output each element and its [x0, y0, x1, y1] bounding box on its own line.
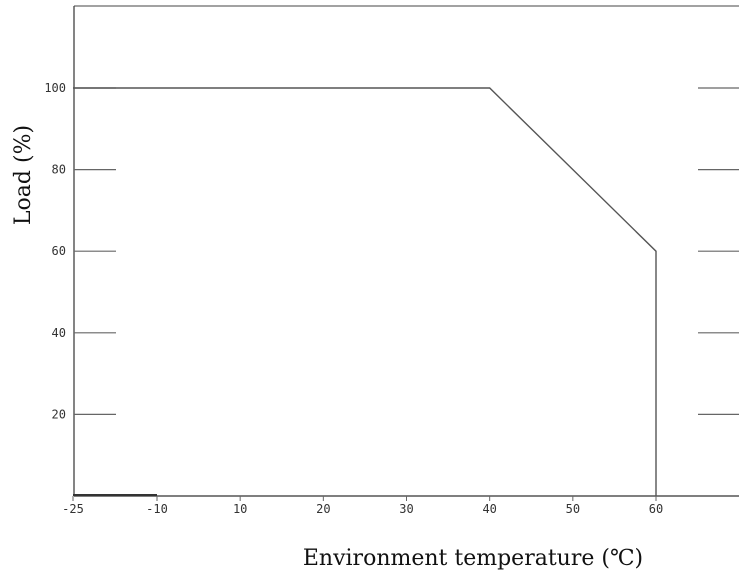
- x-tick-label: 50: [566, 502, 580, 516]
- y-axis-title: Load (%): [11, 125, 36, 225]
- y-tick-group: 20 40 60 80 100: [44, 81, 739, 421]
- x-tick-label: 60: [649, 502, 663, 516]
- y-tick-label: 40: [52, 326, 66, 340]
- y-tick-label: 20: [52, 407, 66, 421]
- x-tick-label: 10: [233, 502, 247, 516]
- x-tick-group: -25 -10 10 20 30 40 50 60: [62, 494, 663, 516]
- y-tick-label: 80: [52, 163, 66, 177]
- y-tick-label: 60: [52, 244, 66, 258]
- x-tick-label: 30: [399, 502, 413, 516]
- y-tick-label: 100: [44, 81, 66, 95]
- x-axis-title: Environment temperature (℃): [303, 546, 643, 571]
- x-tick-label: 40: [482, 502, 496, 516]
- derating-curve-line: [73, 87, 657, 496]
- x-tick-label: -25: [62, 502, 84, 516]
- series-layer: [73, 87, 657, 496]
- x-tick-label: -10: [146, 502, 168, 516]
- plot-frame: [73, 5, 739, 497]
- x-tick-label: 20: [316, 502, 330, 516]
